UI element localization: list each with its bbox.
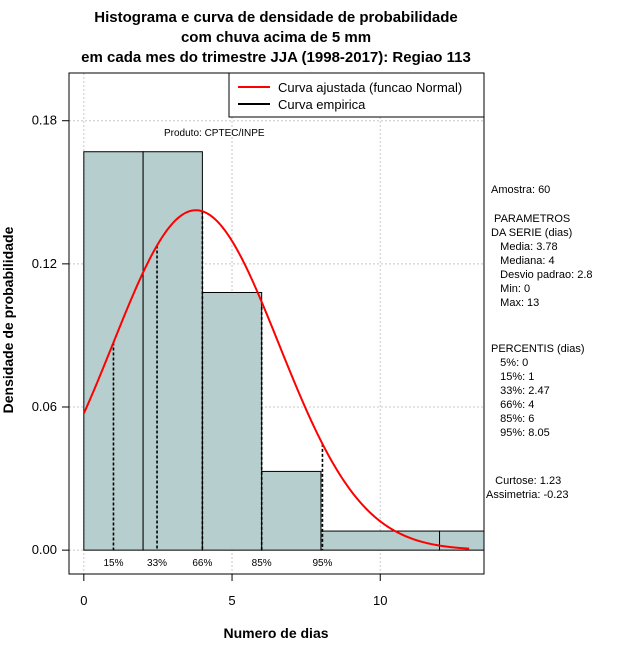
legend-label: Curva ajustada (funcao Normal) (278, 80, 462, 95)
stats-line: 5%: 0 (491, 357, 528, 369)
stats-line: Media: 3.78 (491, 241, 558, 253)
percentile-label: 85% (252, 558, 272, 569)
x-tick-label: 5 (228, 593, 235, 608)
stats-line: Mediana: 4 (491, 255, 555, 267)
chart-title: Histograma e curva de densidade de proba… (81, 9, 471, 66)
title-line: Histograma e curva de densidade de proba… (94, 9, 457, 26)
title-line: em cada mes do trimestre JJA (1998-2017)… (81, 49, 471, 66)
stats-line: 95%: 8.05 (491, 427, 550, 439)
histogram-bar (201, 291, 263, 551)
histogram-bars (83, 151, 485, 551)
normal-fit-curve (82, 209, 470, 550)
stats-panel: Amostra: 60 PARAMETROS DA SERIE (dias) Me… (486, 184, 593, 501)
stats-line: PARAMETROS (491, 213, 570, 225)
stats-line: DA SERIE (dias) (491, 227, 572, 239)
x-axis-label: Numero de dias (223, 625, 328, 641)
y-axis-label: Densidade de probabilidade (0, 226, 16, 413)
stats-line: Amostra: 60 (491, 184, 550, 196)
y-axis: 0.00 0.06 0.12 0.18 (32, 113, 70, 557)
credit-label: Produto: CPTEC/INPE (164, 128, 265, 139)
stats-line: 66%: 4 (491, 399, 534, 411)
x-axis: 0 5 10 (80, 573, 387, 608)
stats-line: 15%: 1 (491, 371, 534, 383)
percentile-label: 15% (103, 558, 123, 569)
legend: Curva ajustada (funcao Normal) Curva empi… (228, 72, 485, 118)
histogram-bar (142, 151, 203, 551)
x-tick-label: 0 (80, 593, 87, 608)
stats-line: 33%: 2.47 (491, 385, 550, 397)
percentile-label: 95% (312, 558, 332, 569)
legend-box (228, 72, 485, 118)
title-line: com chuva acima de 5 mm (181, 29, 371, 46)
stats-line: Curtose: 1.23 (486, 475, 561, 487)
stats-line: Max: 13 (491, 297, 539, 309)
percentile-label: 66% (192, 558, 212, 569)
stats-line: Desvio padrao: 2.8 (491, 269, 593, 281)
percentile-label: 33% (147, 558, 167, 569)
stats-line: Assimetria: -0.23 (486, 489, 569, 501)
y-tick-label: 0.06 (32, 399, 57, 414)
y-tick-label: 0.18 (32, 113, 57, 128)
y-tick-label: 0.00 (32, 542, 57, 557)
stats-line: 85%: 6 (491, 413, 534, 425)
stats-line: Min: 0 (491, 283, 530, 295)
x-tick-label: 10 (373, 593, 387, 608)
legend-label: Curva empirica (278, 97, 366, 112)
histogram-bar (320, 530, 441, 551)
histogram-bar (261, 470, 322, 551)
percentile-markers: 15% 33% 66% 85% 95% (103, 211, 333, 569)
stats-line: PERCENTIS (dias) (491, 343, 585, 355)
y-tick-label: 0.12 (32, 256, 57, 271)
